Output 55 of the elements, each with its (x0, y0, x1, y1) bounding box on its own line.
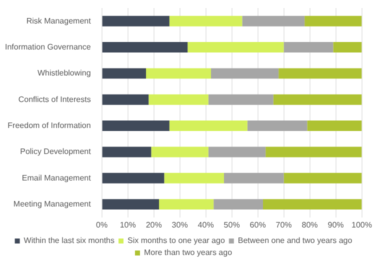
bar (211, 68, 279, 79)
legend-label: Six months to one year ago (128, 236, 226, 246)
bar (102, 42, 188, 52)
bar (102, 172, 164, 184)
legend-label: Within the last six months (24, 236, 115, 246)
x-tick-label: 70% (276, 220, 292, 230)
x-tick-label: 50% (224, 220, 240, 230)
x-tick-label: 60% (250, 220, 266, 230)
bar (278, 68, 362, 79)
x-tick-label: 90% (328, 220, 344, 230)
bar (284, 172, 362, 184)
x-tick-label: 100% (352, 220, 372, 230)
x-tick-label: 40% (198, 220, 214, 230)
x-tick-label: 30% (172, 220, 188, 230)
bar (159, 199, 214, 210)
y-tick-label: Freedom of Information (8, 120, 91, 130)
y-tick-label: Whistleblowing (37, 68, 91, 78)
x-tick-label: 10% (120, 220, 136, 230)
x-tick-label: 0% (96, 220, 108, 230)
bar (214, 199, 263, 210)
bar (247, 120, 308, 132)
bar (266, 146, 362, 158)
bar (102, 199, 160, 210)
x-tick-label: 20% (146, 220, 162, 230)
bar (208, 146, 266, 158)
y-tick-label: Information Governance (4, 42, 92, 52)
y-tick-label: Conflicts of Interests (18, 94, 91, 104)
bar (148, 94, 208, 105)
bar (307, 120, 362, 132)
bar (169, 16, 242, 26)
x-tick-label: 80% (302, 220, 318, 230)
bar (262, 199, 362, 210)
bar (146, 68, 211, 79)
bar (151, 146, 208, 158)
bar (169, 120, 248, 132)
bar (284, 42, 334, 52)
y-tick-label: Email Management (22, 173, 92, 182)
bar (102, 16, 170, 26)
y-tick-label: Meeting Management (13, 200, 92, 209)
bar (102, 68, 146, 79)
bar (164, 172, 224, 184)
bar (102, 146, 152, 158)
bar (224, 172, 284, 184)
bar (208, 94, 274, 105)
bar (102, 120, 170, 132)
bar (242, 16, 305, 26)
bar (333, 42, 362, 52)
legend-label: More than two years ago (144, 248, 233, 258)
bar (304, 16, 362, 26)
bar (188, 42, 284, 52)
y-tick-label: Risk Management (26, 16, 92, 26)
bar (273, 94, 362, 105)
legend-label: Between one and two years ago (238, 236, 353, 246)
y-tick-label: Policy Development (20, 147, 92, 156)
bar (102, 94, 149, 105)
